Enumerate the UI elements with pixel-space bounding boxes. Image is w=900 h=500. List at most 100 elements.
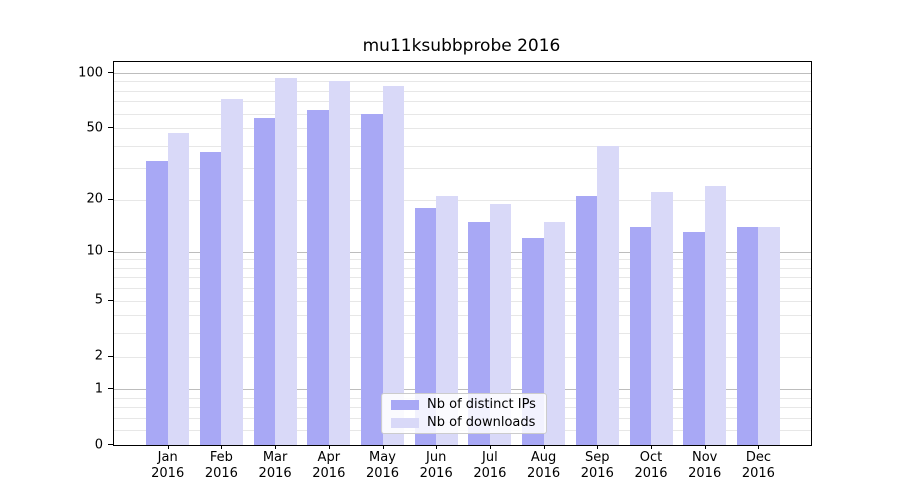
y-tick-label: 10 (86, 243, 103, 259)
legend-item-downloads: Nb of downloads (382, 415, 546, 430)
x-axis-tick (489, 445, 491, 449)
y-axis-tick (108, 388, 113, 390)
bar-downloads (651, 192, 673, 445)
bar-downloads (597, 145, 619, 445)
x-tick-year: 2016 (419, 466, 453, 481)
legend-item-distinct-ips: Nb of distinct IPs (382, 397, 546, 412)
x-axis-tick (436, 445, 438, 449)
x-tick-month: Mar (262, 450, 288, 465)
y-tick-label: 1 (94, 381, 103, 397)
bar-distinct-ips (629, 226, 651, 445)
gridline-minor (114, 277, 811, 279)
x-tick-year: 2016 (634, 466, 668, 481)
x-tick-year: 2016 (365, 466, 400, 481)
gridline-minor (114, 113, 811, 115)
gridline-minor (114, 356, 811, 358)
legend: Nb of distinct IPs Nb of downloads (381, 393, 547, 434)
gridline-minor (114, 90, 811, 92)
bar-downloads (328, 81, 351, 445)
x-tick-month: Jul (482, 450, 498, 465)
x-axis-tick (758, 445, 760, 449)
y-tick-label: 50 (86, 120, 103, 136)
x-tick-label: Feb 2016 (191, 450, 251, 482)
gridline-minor (114, 168, 811, 170)
bar-downloads (221, 99, 243, 445)
y-axis-tick (108, 250, 113, 252)
bar-distinct-ips (468, 221, 490, 445)
x-tick-month: Jun (426, 450, 447, 465)
x-tick-year: 2016 (258, 466, 292, 481)
bar-distinct-ips (199, 151, 222, 445)
bar-distinct-ips (575, 195, 598, 445)
x-tick-month: Dec (745, 450, 771, 465)
gridline-major (114, 251, 811, 253)
x-tick-month: Aug (530, 450, 557, 465)
x-tick-label: Apr 2016 (299, 450, 359, 482)
x-tick-label: Aug 2016 (514, 450, 574, 482)
bar-distinct-ips (736, 226, 759, 445)
y-axis-tick (108, 72, 113, 73)
y-tick-label: 20 (86, 191, 103, 207)
x-axis-tick (543, 445, 545, 449)
bar-downloads (382, 86, 404, 445)
x-tick-month: Apr (317, 450, 341, 465)
bar-distinct-ips (683, 232, 705, 445)
x-tick-year: 2016 (527, 466, 561, 481)
x-tick-year: 2016 (580, 466, 614, 481)
x-tick-label: Mar 2016 (245, 450, 305, 482)
x-tick-label: Jan 2016 (138, 450, 198, 482)
legend-swatch-distinct-ips (391, 399, 419, 410)
gridline-minor (114, 259, 811, 261)
gridline-minor (114, 288, 811, 290)
x-axis-tick (382, 445, 384, 449)
x-tick-label: May 2016 (353, 450, 413, 482)
y-axis-tick (108, 355, 113, 357)
bar-downloads (275, 78, 297, 445)
x-axis-tick (704, 445, 706, 449)
x-tick-year: 2016 (151, 466, 185, 481)
legend-label-distinct-ips: Nb of distinct IPs (427, 397, 536, 412)
x-tick-year: 2016 (688, 466, 722, 481)
x-tick-label: Jun 2016 (406, 450, 466, 482)
gridline-minor (114, 267, 811, 269)
chart-title: mu11ksubbprobe 2016 (362, 36, 561, 56)
gridline-major (114, 389, 811, 391)
bar-distinct-ips (253, 117, 276, 445)
bar-distinct-ips (414, 207, 437, 445)
gridline-minor (114, 199, 811, 201)
x-axis-tick (651, 445, 652, 449)
x-tick-month: Feb (209, 450, 233, 465)
legend-swatch-downloads (391, 417, 419, 428)
y-tick-label: 5 (94, 292, 103, 308)
x-tick-label: Oct 2016 (621, 450, 681, 482)
gridline-minor (114, 333, 811, 335)
y-axis-tick (108, 127, 113, 129)
y-tick-label: 2 (94, 348, 103, 364)
y-axis-tick (108, 444, 113, 445)
x-axis-tick (167, 445, 169, 449)
bar-downloads (704, 185, 727, 445)
gridline-minor (114, 81, 811, 83)
x-axis-tick (221, 445, 223, 449)
x-tick-year: 2016 (204, 466, 238, 481)
x-tick-month: Oct (639, 450, 663, 465)
bar-downloads (758, 226, 780, 445)
y-axis-tick (108, 299, 113, 301)
x-tick-year: 2016 (741, 466, 775, 481)
gridline-minor (114, 300, 811, 302)
gridline-minor (114, 101, 811, 103)
x-axis-tick (275, 445, 277, 449)
x-tick-label: Jul 2016 (460, 450, 520, 482)
x-tick-month: Nov (692, 450, 718, 465)
plot-area: Nb of distinct IPs Nb of downloads (113, 61, 812, 446)
bar-downloads (167, 133, 190, 445)
bar-distinct-ips (307, 109, 329, 445)
x-tick-month: Jan (157, 450, 178, 465)
y-tick-label: 0 (94, 437, 103, 452)
gridline-minor (114, 128, 811, 130)
x-tick-label: Dec 2016 (728, 450, 788, 482)
legend-label-downloads: Nb of downloads (427, 415, 536, 430)
gridline-minor (114, 315, 811, 317)
x-tick-label: Nov 2016 (675, 450, 735, 482)
x-axis-tick (597, 445, 599, 449)
